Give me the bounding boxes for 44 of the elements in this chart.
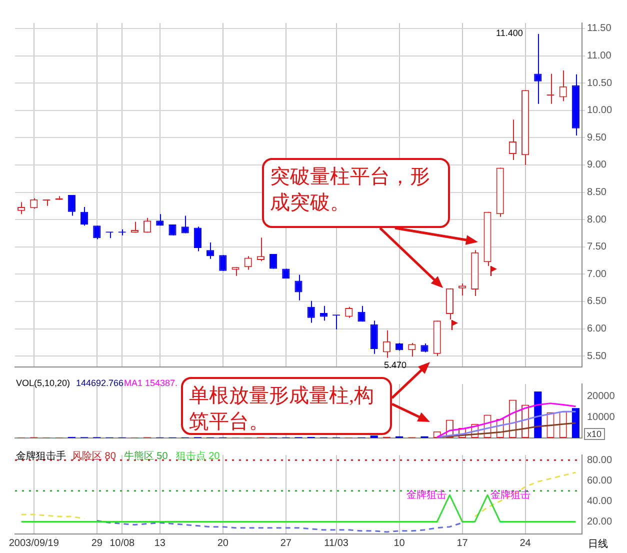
x-tick-label: 29 — [91, 538, 103, 549]
y-tick-label: 7.00 — [587, 268, 607, 280]
x-tick-label: 24 — [520, 538, 532, 549]
text: 狙击点 20 — [176, 450, 220, 463]
text: 日线 — [588, 538, 608, 551]
annotation: MA1 154387. — [124, 378, 178, 388]
x-tick-label: 27 — [280, 538, 292, 549]
ref-line-label: 风险区 80 — [72, 450, 116, 463]
x-tick-label: 10 — [394, 538, 406, 549]
y-tick-label: 10000 — [587, 412, 616, 423]
y-tick-label: 11.50 — [587, 23, 612, 34]
y-tick-label: 8.00 — [587, 214, 607, 226]
chart-title: VOL(5,10,20) — [16, 378, 70, 388]
annotation: 5.470 — [384, 360, 407, 370]
text: x10 — [584, 428, 605, 440]
y-tick-label: 40.00 — [587, 496, 612, 507]
x-tick-label: 17 — [456, 538, 468, 549]
x-tick-label: 10/08 — [110, 538, 136, 549]
y-tick-label: 11.00 — [587, 50, 612, 62]
y-tick-label: 80.00 — [587, 454, 612, 466]
y-tick-label: 10.50 — [587, 78, 612, 89]
chart-title: 金牌狙击手 — [16, 450, 66, 463]
y-tick-label: 20000 — [587, 391, 616, 402]
y-tick-label: 10.00 — [587, 105, 612, 116]
annotation: 单根放量形成量柱,构筑平台。 — [181, 377, 392, 435]
y-tick-label: 5.50 — [587, 350, 607, 362]
x-tick-label: 13 — [154, 538, 166, 549]
y-tick-label: 6.50 — [587, 296, 607, 308]
y-tick-label: 8.50 — [587, 187, 607, 198]
y-tick-label: 6.00 — [587, 324, 607, 335]
annotation: 金牌狙击 — [406, 488, 447, 501]
annotation: 144692.766 — [76, 378, 124, 388]
ref-line-label: 牛熊区 50 — [124, 450, 168, 463]
x-tick-label: 11/03 — [324, 538, 349, 549]
annotation: 金牌狙击 — [490, 488, 530, 501]
annotation: 突破量柱平台，形成突破。 — [262, 158, 450, 228]
x-tick-label: 2003/09/19 — [8, 538, 60, 549]
y-tick-label: 60.00 — [587, 475, 612, 486]
x-tick-label: 20 — [217, 538, 229, 549]
annotation: 11.400 — [496, 28, 523, 38]
y-tick-label: 20.00 — [587, 516, 612, 528]
y-tick-label: 9.00 — [587, 160, 607, 171]
y-tick-label: 7.50 — [587, 242, 607, 253]
y-tick-label: 9.50 — [587, 132, 607, 144]
